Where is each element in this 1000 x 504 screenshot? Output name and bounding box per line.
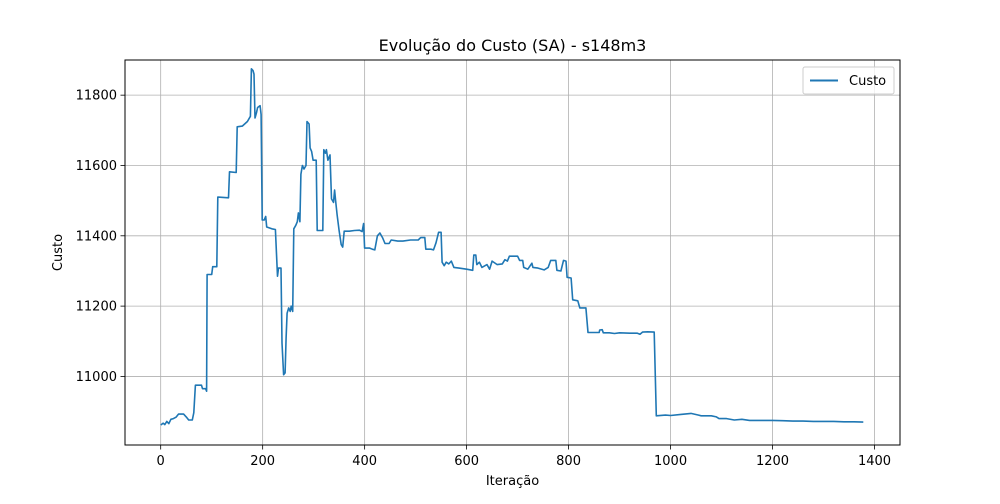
y-tick-label: 11400: [76, 229, 117, 244]
x-tick-label: 800: [556, 454, 581, 469]
x-tick-label: 1400: [858, 454, 891, 469]
y-tick-label: 11600: [76, 159, 117, 174]
y-tick-label: 11800: [76, 89, 117, 104]
x-tick-label: 200: [250, 454, 275, 469]
x-tick-label: 400: [352, 454, 377, 469]
x-axis-label: Iteração: [486, 474, 539, 489]
grid: [125, 60, 900, 445]
y-tick-label: 11200: [76, 300, 117, 315]
legend: Custo: [802, 66, 895, 95]
series-layer: [160, 68, 864, 426]
x-tick-label: 1200: [756, 454, 789, 469]
axis-ticks: 0 200 400 600 800 1000 1200 1400 11000 11200 11400…: [76, 89, 891, 469]
series-line-custo: [160, 68, 864, 426]
x-tick-label: 600: [454, 454, 479, 469]
legend-entry-custo: Custo: [849, 74, 886, 89]
y-tick-label: 11000: [76, 370, 117, 385]
y-axis-label: Custo: [51, 234, 66, 271]
legend-box: [802, 66, 895, 95]
plot-frame: [124, 59, 901, 446]
x-tick-label: 0: [157, 454, 165, 469]
x-tick-label: 1000: [654, 454, 687, 469]
chart-title: Evolução do Custo (SA) - s148m3: [379, 36, 647, 55]
